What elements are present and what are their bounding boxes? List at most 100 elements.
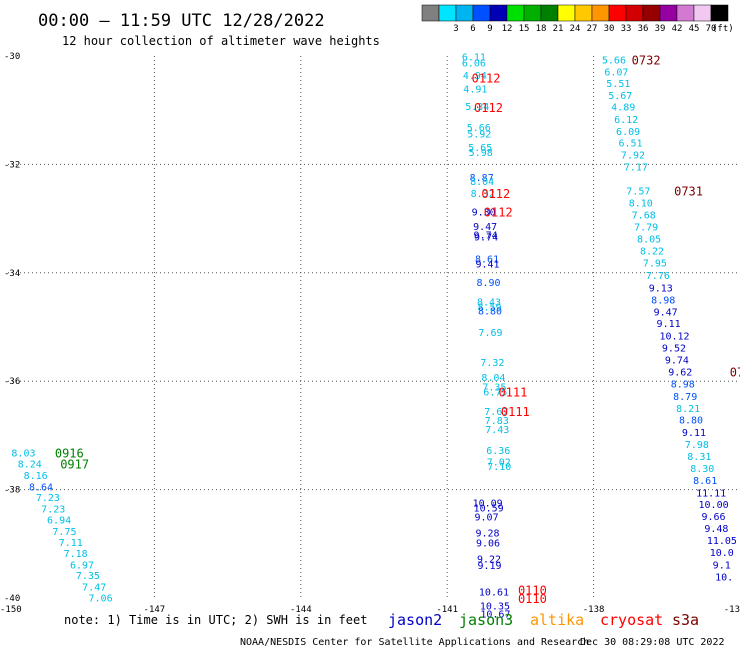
footer-credit: NOAA/NESDIS Center for Satellite Applica… (240, 637, 589, 648)
swh-value-label: 7.98 (685, 440, 709, 451)
legend-swatch-label: 33 (621, 24, 632, 34)
swh-value-label: 8.80 (478, 307, 502, 318)
swh-value-label: 5.98 (469, 148, 493, 159)
swh-value-label: 6.51 (618, 139, 642, 150)
legend-swatch-label: 12 (502, 24, 513, 34)
swh-value-label: 8.80 (679, 416, 703, 427)
swh-value-label: 10.12 (659, 332, 689, 343)
swh-value-label: 7.69 (478, 328, 502, 339)
legend-swatch (676, 4, 695, 22)
legend-swatch-label: 70 (706, 24, 717, 34)
swh-value-label: 10.59 (474, 503, 504, 514)
y-tick-label: -40 (4, 594, 20, 604)
swh-value-label: 9.11 (682, 428, 706, 439)
footer-note: note: 1) Time is in UTC; 2) SWH is in fe… (64, 613, 367, 627)
legend-swatch-label: 24 (570, 24, 581, 34)
time-label: 0111 (498, 385, 527, 399)
swh-value-label: 8.87 (470, 173, 494, 184)
legend-swatch-label: 27 (587, 24, 598, 34)
time-label: 0111 (501, 405, 530, 419)
x-tick-label: -13 (724, 605, 740, 615)
y-axis-ticks: -30 -32 -34 -36 -38 -40 (4, 52, 20, 604)
footer-timestamp: Dec 30 08:29:08 UTC 2022 (580, 637, 725, 648)
swh-value-label: 7.67 (484, 407, 508, 418)
swh-value-label: 9.48 (704, 524, 728, 535)
time-label: 0110 (518, 592, 547, 606)
swh-value-label: 8.61 (475, 255, 499, 266)
swh-value-label: 9.22 (477, 554, 501, 565)
swh-value-label: 6.12 (614, 115, 638, 126)
swh-value-label: 6.36 (486, 446, 510, 457)
swh-value-label: 9.74 (474, 232, 498, 243)
legend-swatch (421, 4, 440, 22)
swh-value-label: 7.35 (76, 571, 100, 582)
time-label: 0731 (674, 184, 703, 198)
swh-value-label: 9.19 (477, 561, 501, 572)
swh-value-label: 5.65 (468, 143, 492, 154)
swh-value-label: 9.30 (472, 208, 496, 219)
swh-value-label: 9.62 (668, 367, 692, 378)
chart-title: 00:00 – 11:59 UTC 12/28/2022 (38, 11, 325, 31)
satellite-legend: jason2 jason3 altika cryosat s3a (388, 611, 699, 629)
swh-value-label: 8.98 (671, 379, 695, 390)
legend-swatch (472, 4, 491, 22)
swh-value-label: 7.43 (485, 425, 509, 436)
time-label: 0730 (730, 365, 740, 379)
swh-value-label: 7.23 (36, 493, 60, 504)
x-tick-label: -144 (290, 605, 312, 615)
legend-swatch (557, 4, 576, 22)
color-scale-legend: 3 6 9 12 15 18 21 24 27 30 33 36 39 42 45 70 (421, 4, 729, 34)
swh-value-label: 5.34 (465, 102, 489, 113)
swh-value-label: 6.06 (462, 59, 486, 70)
swh-value-label: 8.21 (676, 404, 700, 415)
time-label: 0112 (484, 206, 513, 220)
y-tick-label: -36 (4, 377, 20, 387)
swh-value-label: 8.04 (481, 373, 505, 384)
swh-value-label: 7.47 (82, 583, 106, 594)
time-label: 0732 (632, 53, 661, 67)
time-label: 0112 (481, 187, 510, 201)
legend-swatch-label: 21 (553, 24, 564, 34)
legend-swatch (642, 4, 661, 22)
swh-value-label: 7.68 (632, 210, 656, 221)
swh-value-label: 11.11 (696, 488, 726, 499)
swh-value-label: 7.76 (646, 271, 670, 282)
legend-swatch (523, 4, 542, 22)
swh-value-label: 9.47 (473, 222, 497, 233)
y-tick-label: -30 (4, 52, 20, 62)
swh-value-label: 9.1 (713, 560, 731, 571)
swh-value-label: 10. (715, 572, 733, 583)
swh-value-label: 6.11 (462, 53, 486, 64)
swh-value-label: 10.00 (699, 500, 729, 511)
time-label: 0917 (60, 458, 89, 472)
swh-value-label: 8.32 (471, 189, 495, 200)
swh-value-label: 10.0 (710, 548, 734, 559)
chart-subtitle: 12 hour collection of altimeter wave hei… (62, 34, 380, 48)
legend-swatch (455, 4, 474, 22)
swh-value-label: 9.06 (476, 539, 500, 550)
legend-unit-label: (ft) (712, 24, 734, 34)
swh-value-label: 8.22 (640, 247, 664, 258)
x-tick-label: -147 (144, 605, 166, 615)
legend-swatch (438, 4, 457, 22)
swh-value-label: 9.11 (657, 319, 681, 330)
swh-value-label: 4.89 (611, 102, 635, 113)
legend-swatch-label: 6 (470, 24, 475, 34)
swh-value-label: 7.18 (64, 549, 88, 560)
x-axis-ticks: -150 -147 -144 -141 -138 -13 (0, 605, 740, 615)
time-label: 0916 (55, 447, 84, 461)
swh-value-label: 10.35 (480, 602, 510, 613)
swh-value-label: 8.03 (11, 449, 35, 460)
legend-swatch (506, 4, 525, 22)
x-tick-label: -138 (583, 605, 605, 615)
swh-value-label: 5.66 (602, 55, 626, 66)
swh-value-label: 6.94 (47, 515, 71, 526)
swh-value-label: 9.74 (474, 230, 498, 241)
x-tick-label: -141 (436, 605, 458, 615)
swh-value-label: 6.97 (70, 560, 94, 571)
x-tick-label: -150 (0, 605, 22, 615)
swh-value-label: 8.64 (29, 482, 53, 493)
swh-value-label: 8.43 (477, 298, 501, 309)
swh-value-label: 7.79 (634, 223, 658, 234)
altimeter-tracks: 6.116.064.944.915.345.665.925.655.988.87… (11, 53, 740, 621)
